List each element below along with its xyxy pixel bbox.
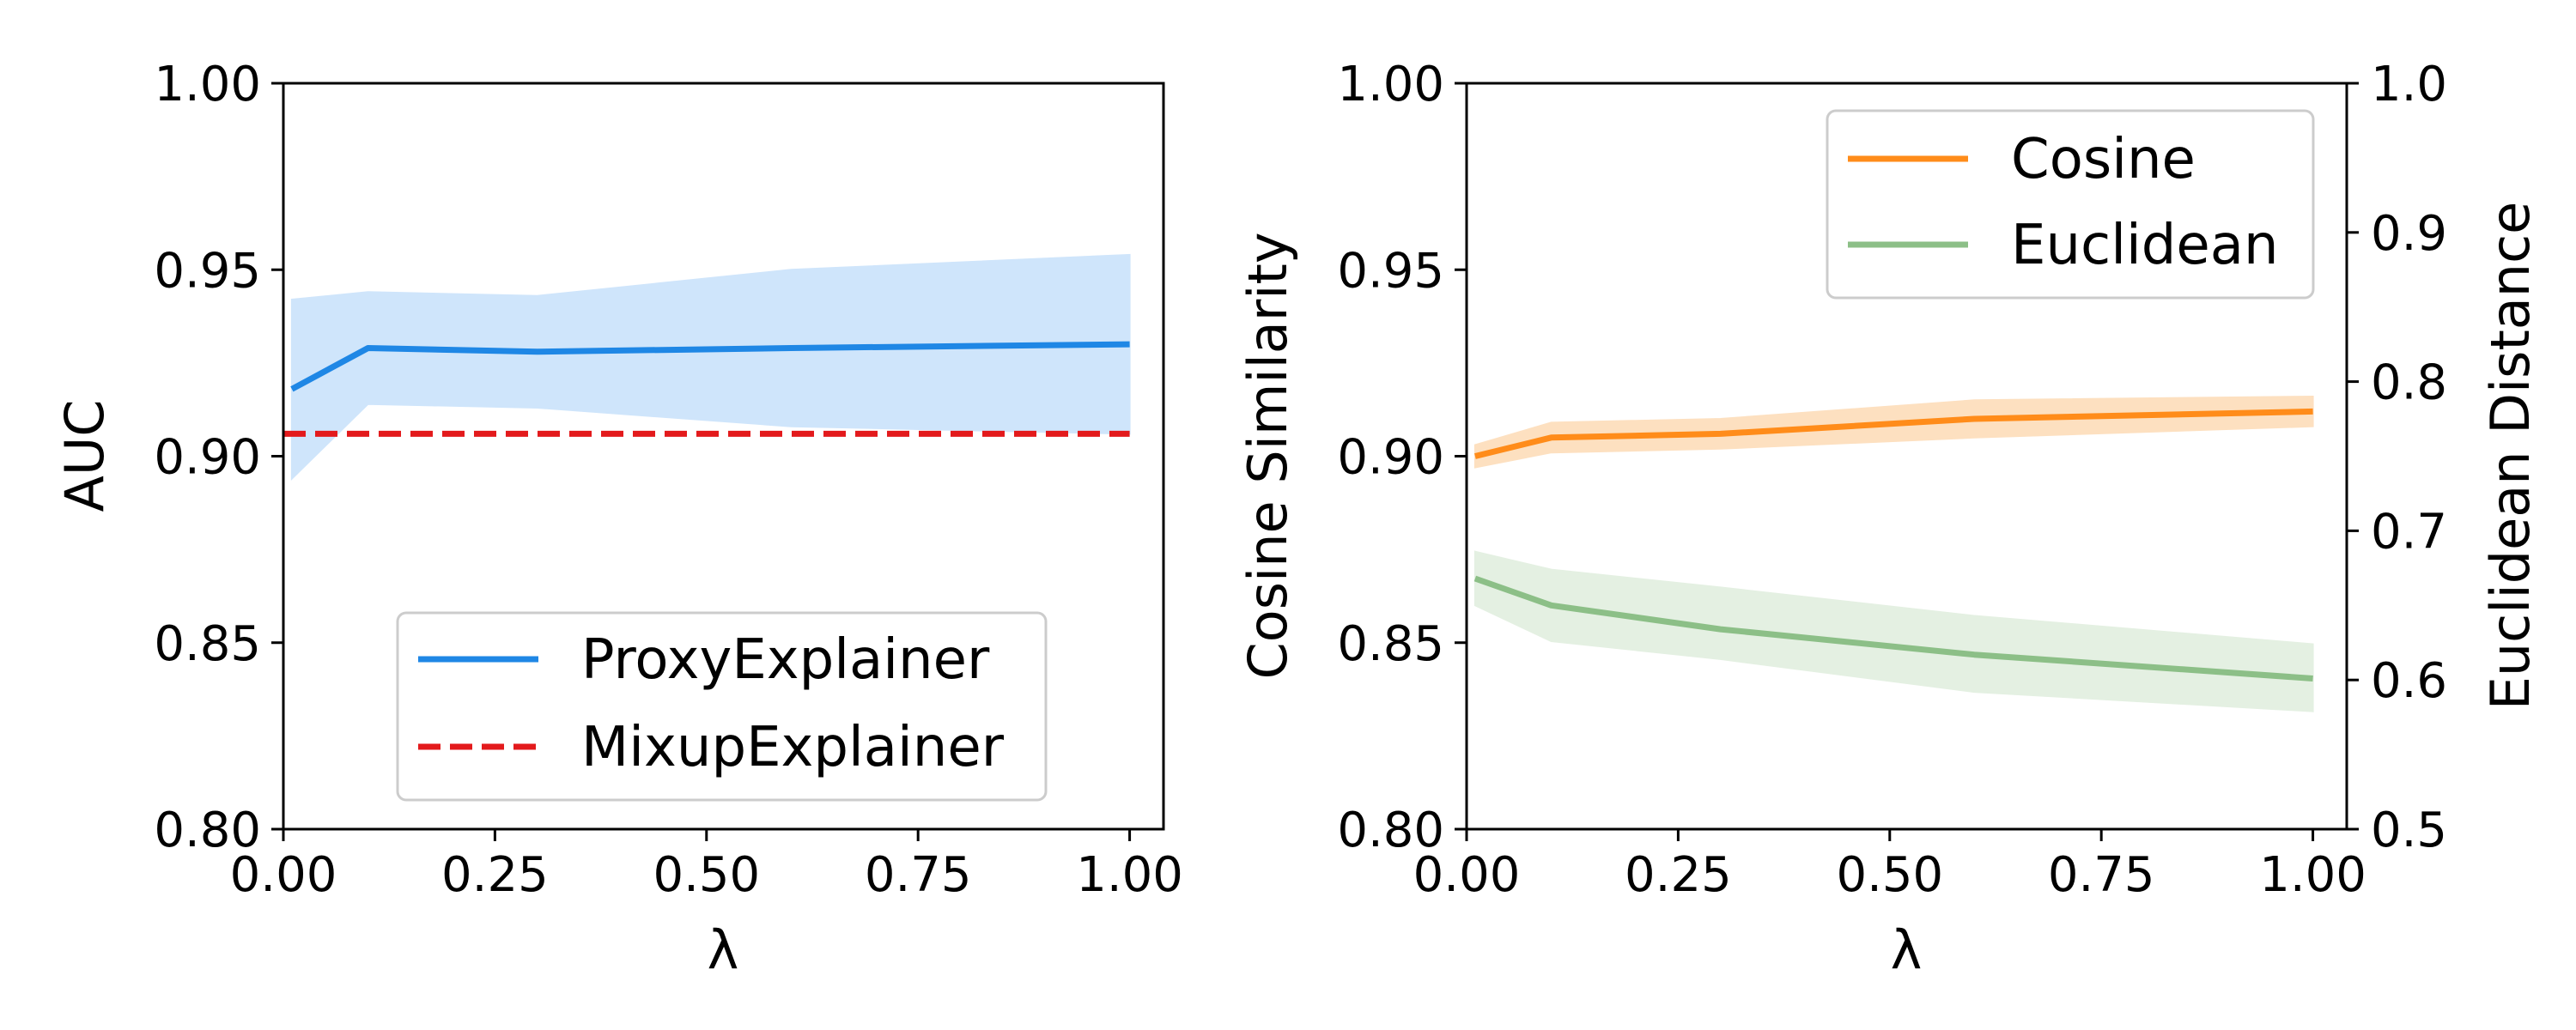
similarity-plot-area [1473, 395, 2314, 712]
similarity-x-tick-label: 0.00 [1413, 847, 1521, 903]
similarity-chart: 0.00 0.25 0.50 0.75 1.000.800.850.900.951.00… [1236, 57, 2542, 981]
similarity-y-tick-label: 0.80 [1337, 803, 1444, 858]
similarity-right-y-tick-label: 0.7 [2371, 504, 2447, 560]
similarity-y-tick-label: 0.85 [1337, 616, 1444, 672]
band-euclidean [1473, 550, 2314, 712]
auc-y-tick-label: 0.85 [154, 616, 261, 672]
similarity-y-axis-title: Cosine Similarity [1236, 232, 1299, 679]
legend-label-cosine: Cosine [2011, 128, 2196, 191]
auc-plot-area [283, 253, 1131, 481]
legend-label-euclidean: Euclidean [2011, 214, 2279, 277]
similarity-right-y-tick-label: 1.0 [2371, 57, 2447, 112]
auc-y-tick-label: 0.90 [154, 430, 261, 486]
similarity-ticks: 0.00 0.25 0.50 0.75 1.000.800.850.900.951.00… [1337, 57, 2447, 903]
auc-y-tick-label: 0.80 [154, 803, 261, 858]
auc-x-tick-label: 1.00 [1076, 847, 1183, 903]
legend-label-proxyexplainer: ProxyExplainer [581, 628, 990, 692]
similarity-legend: Cosine Euclidean [1826, 109, 2315, 300]
series-line-euclidean [1473, 575, 2313, 682]
auc-y-tick-label: 0.95 [154, 243, 261, 299]
series-line-cosine [1474, 408, 2313, 459]
similarity-x-axis-title: λ [1891, 918, 1923, 981]
auc-x-tick-label: 0.50 [653, 847, 760, 903]
auc-y-tick-label: 1.00 [154, 57, 261, 112]
similarity-x-tick-label: 0.75 [2048, 847, 2155, 903]
similarity-y-tick-label: 0.90 [1337, 430, 1444, 486]
similarity-right-y-tick-label: 0.5 [2371, 803, 2447, 858]
auc-y-axis-title: AUC [53, 399, 116, 512]
auc-x-tick-label: 0.25 [441, 847, 549, 903]
similarity-right-y-tick-label: 0.9 [2371, 206, 2447, 262]
series-line-proxyexplainer [290, 341, 1130, 392]
auc-legend: ProxyExplainer MixupExplainer [396, 611, 1048, 802]
similarity-x-tick-label: 0.50 [1836, 847, 1943, 903]
similarity-right-y-tick-label: 0.6 [2371, 653, 2447, 709]
legend-label-mixupexplainer: MixupExplainer [581, 716, 1005, 779]
auc-ticks: 0.00 0.25 0.50 0.75 1.00 0.80 0.85 0.90 0.95 1.00 [154, 57, 1183, 903]
similarity-x-tick-label: 0.25 [1625, 847, 1732, 903]
auc-legend-frame [396, 611, 1048, 802]
auc-x-tick-label: 0.00 [230, 847, 337, 903]
similarity-right-y-tick-label: 0.8 [2371, 355, 2447, 411]
auc-chart: 0.00 0.25 0.50 0.75 1.00 0.80 0.85 0.90 0.95 1.00… [53, 57, 1183, 981]
auc-x-tick-label: 0.75 [865, 847, 972, 903]
similarity-right-axis-title: Euclidean Distance [2479, 202, 2542, 711]
auc-x-axis-title: λ [708, 918, 739, 981]
similarity-x-tick-label: 1.00 [2259, 847, 2366, 903]
similarity-y-tick-label: 0.95 [1337, 243, 1444, 299]
similarity-y-tick-label: 1.00 [1337, 57, 1444, 112]
